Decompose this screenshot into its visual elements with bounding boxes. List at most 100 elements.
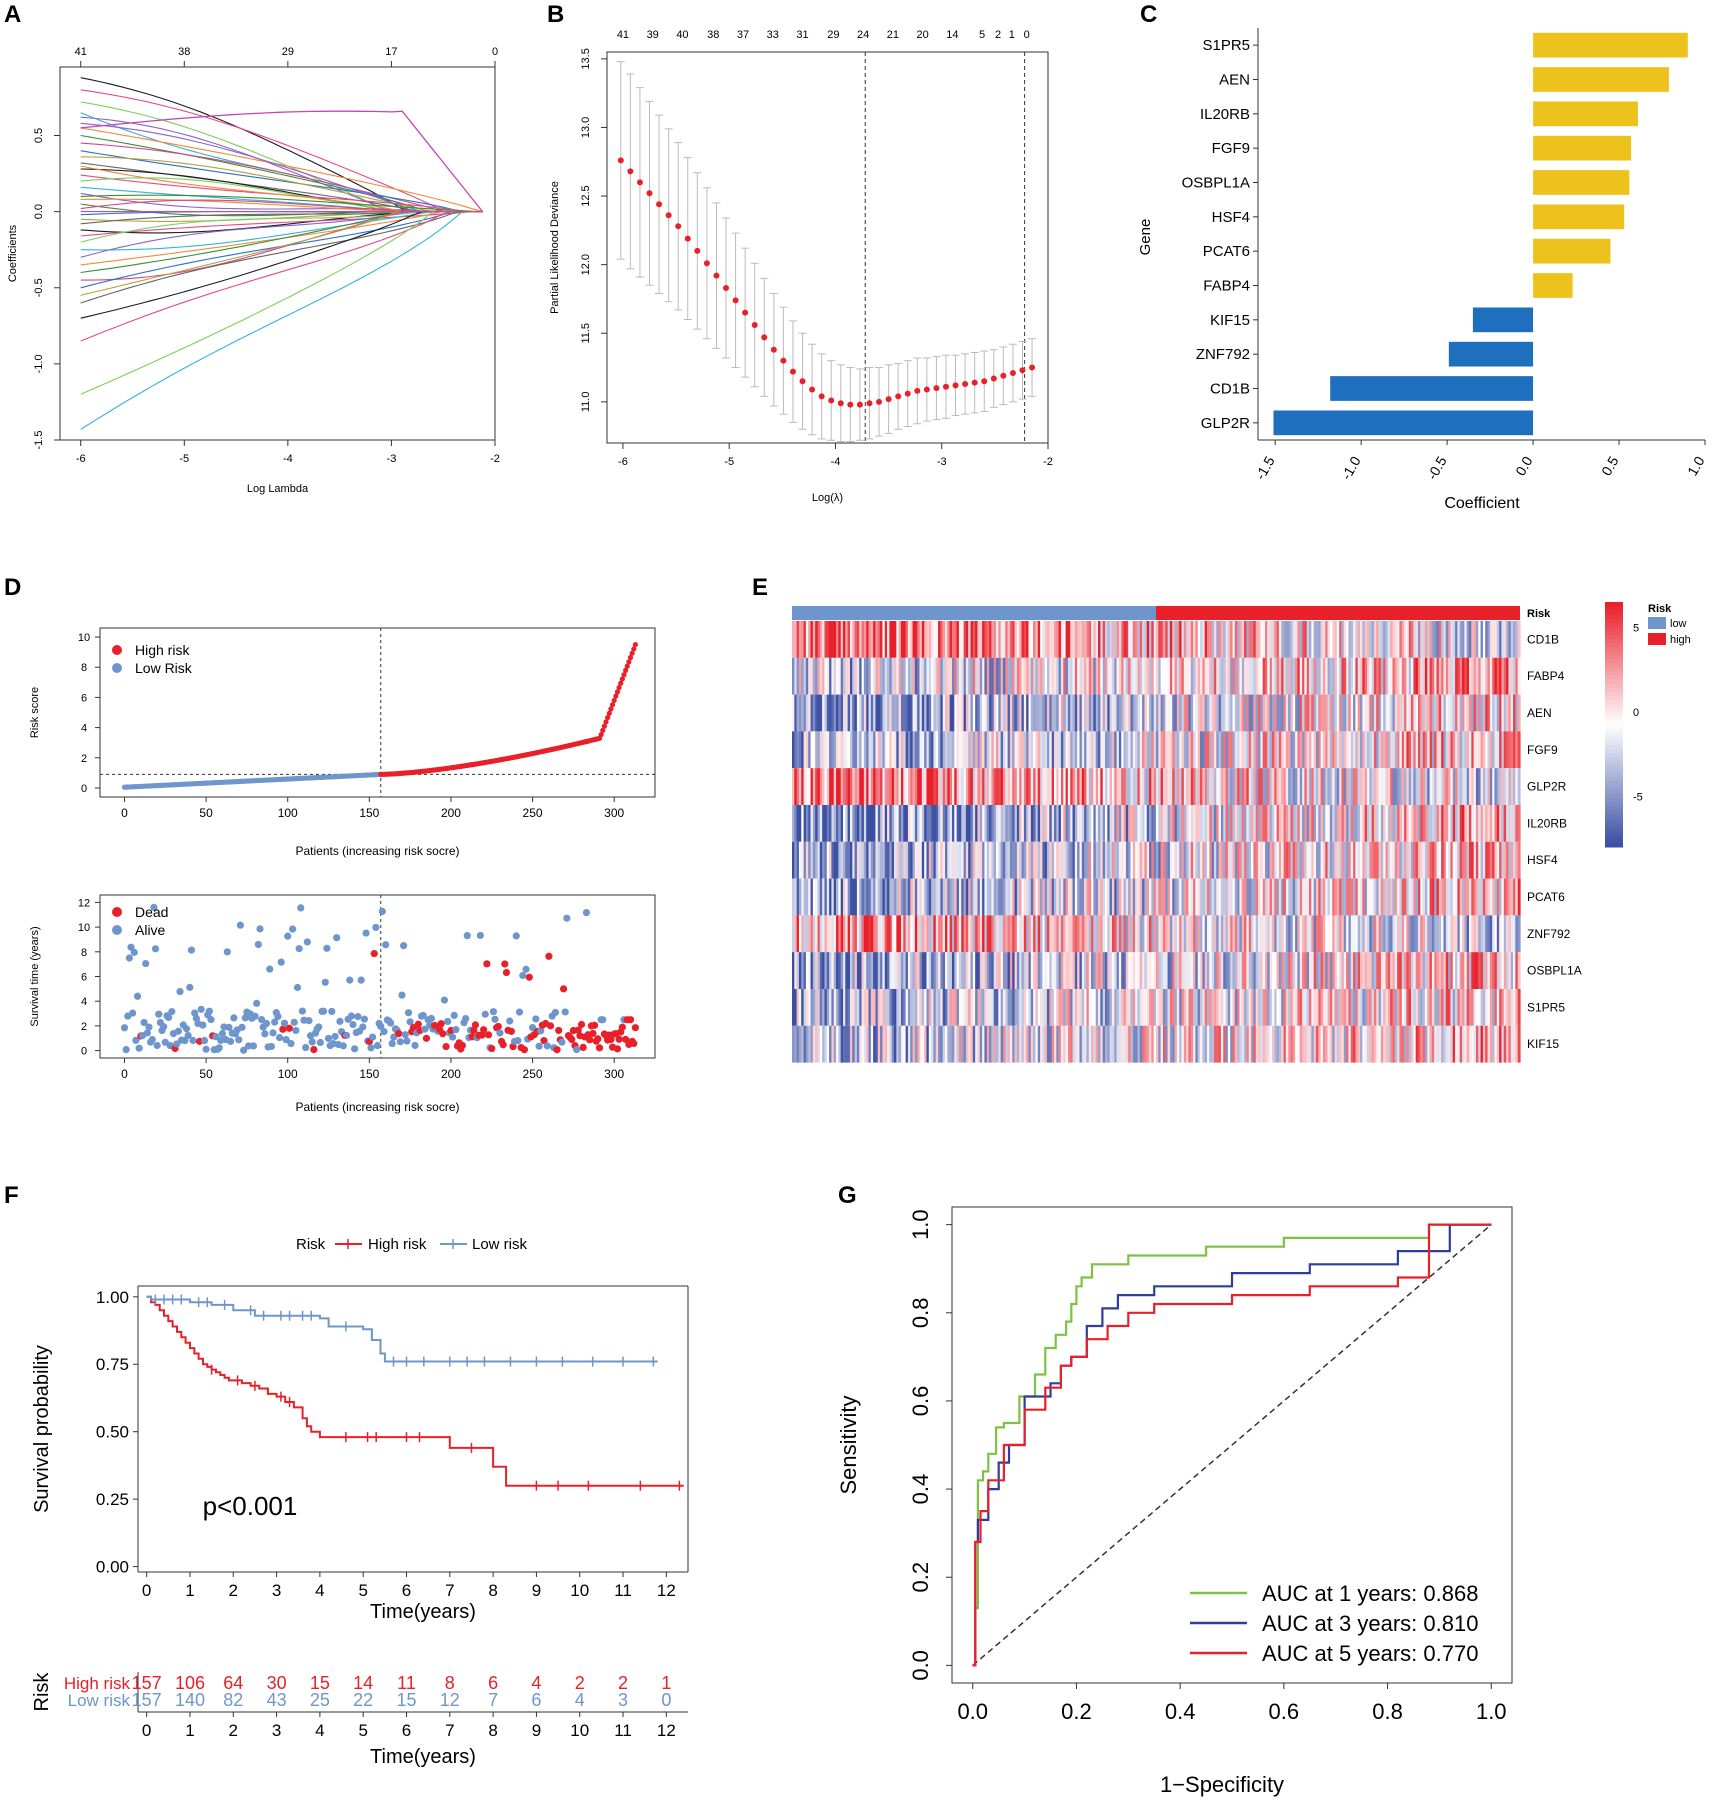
heat-cell	[1325, 657, 1329, 695]
survival-point	[339, 1042, 347, 1050]
heat-cell	[940, 694, 944, 732]
heat-cell	[1181, 731, 1185, 769]
heat-cell	[889, 878, 893, 916]
heat-cell	[1513, 1025, 1516, 1063]
x-tick-label: 11	[614, 1581, 632, 1600]
heat-cell	[1183, 694, 1187, 732]
heat-cell	[1111, 952, 1115, 989]
heat-cell	[1513, 621, 1516, 658]
heat-cell	[1121, 768, 1125, 805]
heat-cell	[1424, 841, 1428, 879]
heat-cell	[1109, 915, 1113, 953]
heat-cell	[919, 657, 923, 695]
heat-cell	[1489, 952, 1493, 989]
heat-cell	[1329, 768, 1333, 805]
heat-cell	[1146, 841, 1150, 879]
heat-cell	[1406, 657, 1410, 695]
survival-point	[558, 1038, 566, 1046]
heat-cell	[924, 878, 928, 916]
heat-cell	[1030, 841, 1034, 879]
heat-cell	[1406, 841, 1410, 879]
heat-cell	[1021, 657, 1025, 695]
heat-cell	[1153, 989, 1157, 1026]
row-label: IL20RB	[1527, 816, 1567, 830]
survival-point	[258, 1016, 266, 1024]
heat-cell	[984, 694, 988, 732]
heat-cell	[838, 694, 842, 732]
heat-cell	[947, 805, 951, 842]
heat-cell	[982, 989, 986, 1026]
heat-cell	[1125, 989, 1129, 1026]
heat-cell	[1482, 621, 1486, 658]
heat-cell	[1225, 915, 1229, 953]
heat-cell	[1306, 841, 1310, 879]
heat-cell	[1350, 878, 1354, 916]
heat-cell	[1137, 952, 1141, 989]
heat-cell	[1378, 805, 1382, 842]
heat-cell	[1204, 657, 1208, 695]
heat-cell	[1492, 694, 1496, 732]
x-tick-label: 200	[441, 1067, 461, 1081]
survival-point	[357, 976, 365, 984]
heat-cell	[1058, 621, 1062, 658]
heat-cell	[1093, 657, 1097, 695]
heat-cell	[1144, 657, 1148, 695]
heat-cell	[1311, 952, 1315, 989]
heat-cell	[1142, 1025, 1146, 1063]
heat-cell	[1158, 878, 1162, 916]
heat-cell	[1146, 731, 1150, 769]
heat-cell	[1067, 915, 1071, 953]
heat-cell	[1434, 915, 1438, 953]
heat-cell	[1422, 915, 1426, 953]
heat-cell	[1417, 1025, 1421, 1063]
heat-cell	[924, 989, 928, 1026]
heat-cell	[1399, 841, 1403, 879]
heat-cell	[1383, 768, 1387, 805]
heat-cell	[1510, 989, 1514, 1026]
heat-cell	[949, 878, 953, 916]
heat-cell	[1281, 878, 1285, 916]
survival-point	[404, 1009, 413, 1017]
deviance-point	[684, 235, 691, 242]
heat-cell	[1193, 731, 1197, 769]
heat-cell	[1325, 731, 1329, 769]
risk-point	[627, 654, 634, 661]
heat-cell	[1102, 621, 1106, 658]
heat-cell	[1188, 731, 1192, 769]
heat-cell	[1030, 731, 1034, 769]
survival-point	[155, 1010, 163, 1018]
heat-cell	[1376, 731, 1380, 769]
heat-cell	[961, 878, 965, 916]
heat-cell	[803, 915, 807, 953]
heat-cell	[1445, 731, 1449, 769]
heat-cell	[1151, 768, 1155, 805]
heat-cell	[1137, 694, 1141, 732]
heat-cell	[1114, 989, 1118, 1026]
heat-cell	[1116, 841, 1120, 879]
heat-cell	[1111, 731, 1115, 769]
heat-cell	[1411, 841, 1414, 879]
heat-cell	[1030, 989, 1034, 1026]
heat-cell	[887, 731, 890, 769]
heat-cell	[1267, 878, 1271, 916]
heat-cell	[843, 989, 846, 1026]
survival-point	[153, 1041, 161, 1050]
heat-cell	[1190, 805, 1194, 842]
survival-point	[256, 925, 264, 933]
heat-cell	[1225, 1025, 1229, 1063]
heat-cell	[833, 621, 837, 658]
heat-cell	[1258, 694, 1261, 732]
heat-cell	[1473, 1025, 1477, 1063]
heat-cell	[801, 768, 805, 805]
heat-cell	[1325, 621, 1329, 658]
heat-cell	[1255, 768, 1259, 805]
heat-cell	[1336, 952, 1340, 989]
y-tick-label: 2	[81, 753, 87, 765]
heat-cell	[1007, 952, 1011, 989]
heat-cell	[1452, 989, 1456, 1026]
heat-cell	[951, 694, 955, 732]
survival-point	[328, 1007, 336, 1016]
heat-cell	[975, 915, 979, 953]
heat-cell	[984, 731, 988, 769]
